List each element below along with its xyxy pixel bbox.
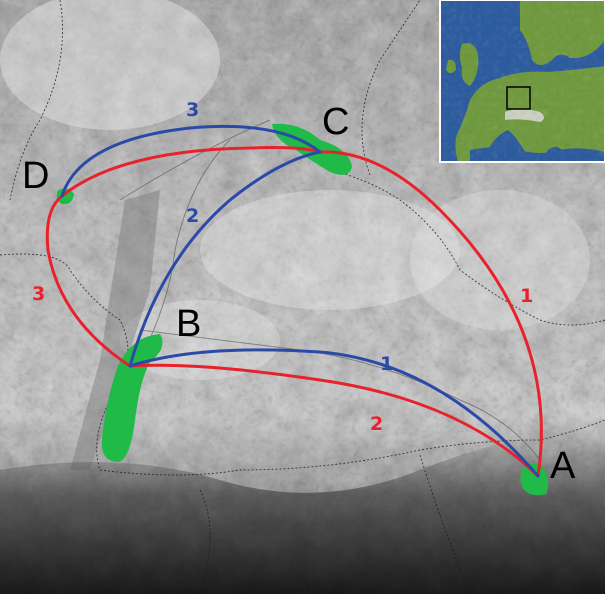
red-route-label-2: 2 xyxy=(370,413,383,435)
red-route-1 xyxy=(318,150,543,478)
blue-route-label-1: 1 xyxy=(380,353,393,375)
route-labels: 1 2 3 1 2 3 xyxy=(32,99,533,435)
point-label-b: B xyxy=(176,303,201,345)
blue-route-label-3: 3 xyxy=(186,99,199,121)
point-labels: A B C D xyxy=(22,101,576,487)
blue-route-1 xyxy=(128,348,540,478)
point-label-d: D xyxy=(22,155,49,197)
red-route-2 xyxy=(128,363,540,478)
red-route-d-c xyxy=(60,146,322,198)
blue-route-2 xyxy=(128,150,322,368)
blue-route-3 xyxy=(60,124,322,198)
red-route-label-3: 3 xyxy=(32,283,45,305)
area-d xyxy=(56,188,74,205)
blue-route-label-2: 2 xyxy=(186,205,199,227)
area-a xyxy=(520,463,549,496)
red-route-label-1: 1 xyxy=(520,285,533,307)
point-label-a: A xyxy=(550,445,576,487)
point-label-c: C xyxy=(322,101,349,143)
square-frame-icon xyxy=(506,86,531,110)
routes xyxy=(45,124,543,478)
inset-map xyxy=(439,0,605,163)
red-route-3 xyxy=(45,194,132,368)
